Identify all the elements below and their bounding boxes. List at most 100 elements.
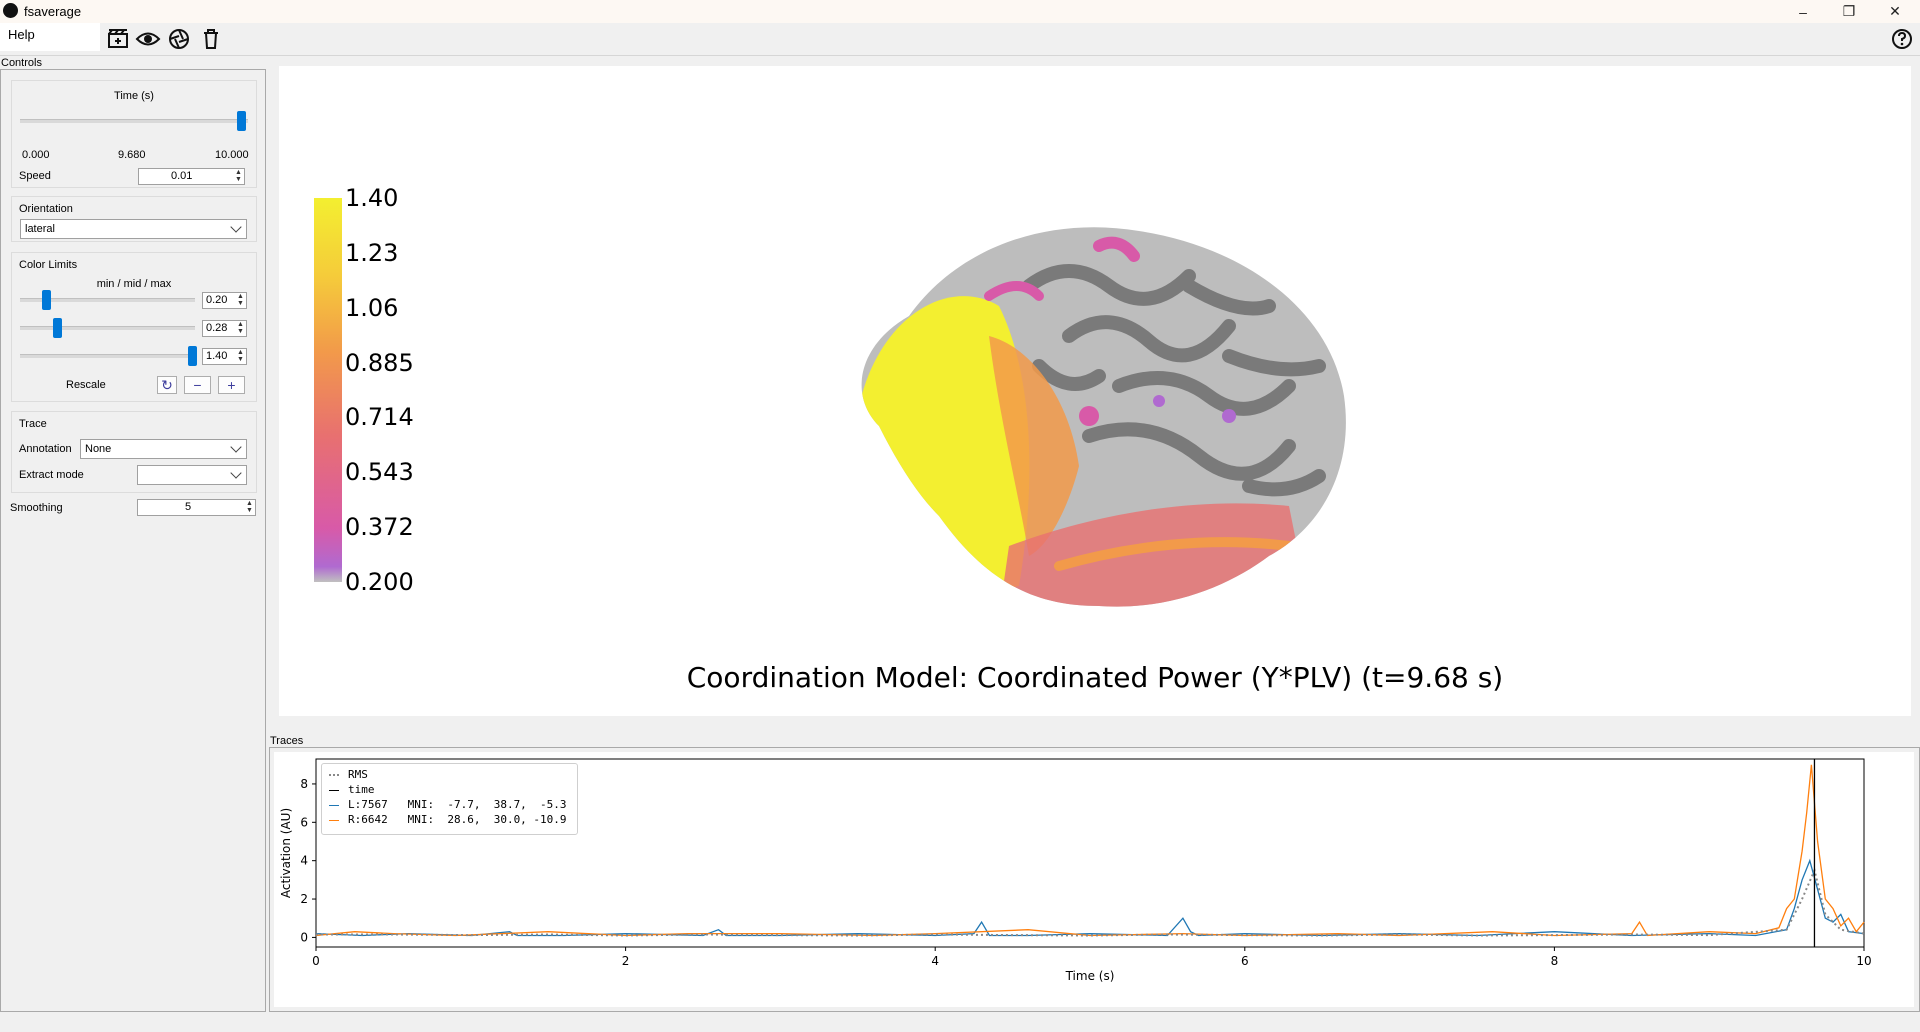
cmid-spinbox[interactable]: 0.28 ▲ ▼	[202, 320, 247, 337]
annotation-value: None	[85, 443, 112, 455]
smoothing-value: 5	[185, 501, 192, 513]
colorbar-tick-label: 0.543	[345, 458, 414, 487]
legend-swatch-left	[329, 805, 339, 806]
y-tick-label: 2	[300, 892, 308, 906]
smoothing-spinbox[interactable]: 5 ▲ ▼	[137, 499, 256, 516]
x-tick-label: 8	[1551, 954, 1559, 968]
chevron-down-icon	[230, 441, 242, 453]
cmin-slider-handle[interactable]	[42, 290, 52, 310]
help-circle-icon[interactable]	[1889, 27, 1915, 51]
rescale-label: Rescale	[66, 379, 106, 391]
brain-cortex	[861, 227, 1346, 607]
cmid-slider-track[interactable]	[20, 326, 195, 330]
annotation-combo[interactable]: None	[80, 439, 247, 459]
legend-swatch-time	[329, 790, 339, 791]
speed-value: 0.01	[171, 170, 193, 182]
speed-label: Speed	[19, 170, 51, 182]
legend-item-time: time	[348, 783, 375, 796]
y-tick-label: 6	[300, 815, 308, 829]
toolbar: Help	[0, 23, 1920, 56]
colorbar-tick-label: 0.200	[345, 568, 414, 596]
viewport-title: Coordination Model: Coordinated Power (Y…	[686, 661, 1504, 694]
colorbar	[314, 198, 342, 582]
menu-help[interactable]: Help	[0, 23, 100, 51]
cmax-slider-handle[interactable]	[187, 346, 197, 366]
y-tick-label: 0	[300, 930, 308, 944]
colorbar-tick-label: 1.40	[345, 184, 399, 212]
time-current-label: 9.680	[118, 149, 146, 161]
eye-icon[interactable]	[135, 27, 161, 51]
cmid-slider-handle[interactable]	[52, 318, 62, 338]
spin-arrows-icon[interactable]: ▲ ▼	[235, 169, 242, 183]
chevron-down-icon	[230, 221, 242, 233]
cmin-spinbox[interactable]: 0.20 ▲ ▼	[202, 292, 247, 309]
screenshot-icon[interactable]	[166, 27, 192, 51]
increase-button[interactable]: +	[218, 376, 245, 394]
cmax-slider-track[interactable]	[20, 354, 195, 358]
colorbar-tick-label: 0.372	[345, 513, 414, 542]
minimize-button[interactable]: –	[1799, 3, 1807, 20]
extract-mode-label: Extract mode	[19, 469, 84, 481]
x-tick-label: 10	[1856, 954, 1871, 968]
status-bar	[0, 1014, 1920, 1032]
y-tick-label: 4	[300, 854, 308, 868]
orientation-combo[interactable]: lateral	[20, 219, 247, 239]
time-slider-track[interactable]	[20, 119, 248, 123]
legend-item-rms: RMS	[348, 768, 368, 781]
legend-item-left: L:7567 MNI: -7.7, 38.7, -5.3	[348, 798, 567, 811]
spin-arrows-icon[interactable]: ▲ ▼	[237, 293, 244, 307]
reset-button[interactable]: ↻	[157, 376, 177, 394]
x-tick-label: 0	[312, 954, 320, 968]
legend-swatch-right	[329, 820, 339, 821]
colorbar-tick-label: 0.714	[345, 403, 414, 432]
cmin-slider-track[interactable]	[20, 298, 195, 302]
annotation-label: Annotation	[19, 443, 72, 455]
trace-label: Trace	[19, 418, 47, 430]
cmin-value: 0.20	[206, 294, 228, 306]
spin-arrows-icon[interactable]: ▲ ▼	[237, 321, 244, 335]
extract-mode-combo[interactable]	[137, 465, 247, 485]
time-max-label: 10.000	[215, 149, 249, 161]
traces-dock-title: Traces	[270, 735, 304, 747]
orientation-value: lateral	[25, 223, 55, 235]
spin-arrows-icon[interactable]: ▲ ▼	[246, 500, 253, 514]
brain-viewport[interactable]: 1.40 1.23 1.06 0.885 0.714 0.543 0.372 0.200 Co…	[279, 66, 1911, 716]
cmax-value: 1.40	[206, 350, 228, 362]
decrease-button[interactable]: −	[184, 376, 211, 394]
trash-icon[interactable]	[198, 27, 224, 51]
window-title: fsaverage	[24, 4, 82, 19]
maximize-button[interactable]: ❐	[1842, 3, 1856, 19]
trace-group: Trace Annotation None Extract mode	[11, 411, 257, 493]
x-tick-label: 2	[622, 954, 630, 968]
window-titlebar: fsaverage – ❐ ✕	[0, 0, 1920, 23]
trace-plot[interactable]: 0 2 4 6 8 10 0 2 4 6 8 Time (s) Activation (AU) RMS …	[274, 752, 1914, 1007]
series-line-rms	[316, 867, 1865, 937]
time-slider-handle[interactable]	[236, 111, 246, 131]
spin-arrows-icon[interactable]: ▲ ▼	[237, 349, 244, 363]
colorbar-tick-label: 1.06	[345, 293, 399, 322]
color-limits-group: Color Limits min / mid / max 0.20 ▲ ▼ 0.2…	[11, 252, 257, 402]
traces-panel: 0 2 4 6 8 10 0 2 4 6 8 Time (s) Activation (AU) RMS …	[269, 747, 1920, 1012]
chevron-down-icon	[230, 467, 242, 479]
orientation-group: Orientation lateral	[11, 196, 257, 242]
time-group: Time (s) 0.000 9.680 10.000 Speed 0.01 ▲…	[11, 80, 257, 188]
smoothing-label: Smoothing	[10, 502, 63, 514]
legend-swatch-rms	[329, 774, 339, 776]
x-tick-label: 6	[1241, 954, 1249, 968]
movie-icon[interactable]	[105, 27, 131, 51]
x-tick-label: 4	[931, 954, 939, 968]
brain-surface-render[interactable]	[769, 166, 1369, 626]
cmax-spinbox[interactable]: 1.40 ▲ ▼	[202, 348, 247, 365]
menu-help-label: Help	[8, 27, 35, 42]
controls-panel: Time (s) 0.000 9.680 10.000 Speed 0.01 ▲…	[0, 69, 266, 1012]
x-axis-label: Time (s)	[1065, 969, 1115, 983]
time-label: Time (s)	[114, 90, 154, 102]
speed-spinbox[interactable]: 0.01 ▲ ▼	[138, 168, 245, 185]
color-limits-sublabel: min / mid / max	[96, 278, 172, 290]
colorbar-tick-label: 1.23	[345, 238, 399, 267]
y-axis-label: Activation (AU)	[279, 808, 293, 898]
app-logo-icon	[3, 3, 18, 18]
color-limits-label: Color Limits	[19, 259, 78, 271]
close-button[interactable]: ✕	[1889, 3, 1901, 19]
time-min-label: 0.000	[22, 149, 50, 161]
